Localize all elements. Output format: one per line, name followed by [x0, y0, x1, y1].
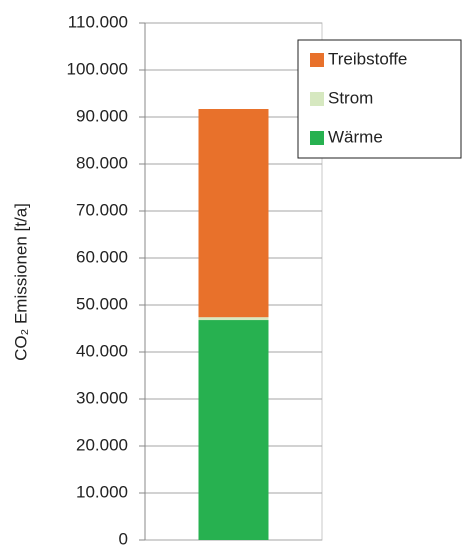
- y-tick-label: 100.000: [67, 59, 128, 78]
- bar-segment: [198, 320, 269, 540]
- y-tick-label: 110.000: [68, 12, 128, 31]
- y-tick-label: 0: [119, 529, 128, 547]
- legend-label: Strom: [328, 88, 373, 107]
- y-tick-label: 60.000: [76, 247, 128, 266]
- legend-swatch: [310, 92, 324, 106]
- y-tick-label: 70.000: [76, 200, 128, 219]
- y-tick-label: 80.000: [76, 153, 128, 172]
- y-tick-label: 10.000: [76, 482, 128, 501]
- legend-label: Treibstoffe: [328, 49, 407, 68]
- legend-label: Wärme: [328, 127, 383, 146]
- bar-segment: [198, 317, 269, 321]
- y-tick-label: 20.000: [76, 435, 128, 454]
- legend-swatch: [310, 53, 324, 67]
- legend-swatch: [310, 131, 324, 145]
- y-tick-label: 90.000: [76, 106, 128, 125]
- y-axis-label: CO₂ Emissionen [t/a]: [11, 203, 30, 361]
- y-tick-label: 30.000: [76, 388, 128, 407]
- y-tick-label: 50.000: [76, 294, 128, 313]
- bar-segment: [198, 109, 269, 318]
- legend-box: [297, 39, 462, 159]
- y-tick-label: 40.000: [76, 341, 128, 360]
